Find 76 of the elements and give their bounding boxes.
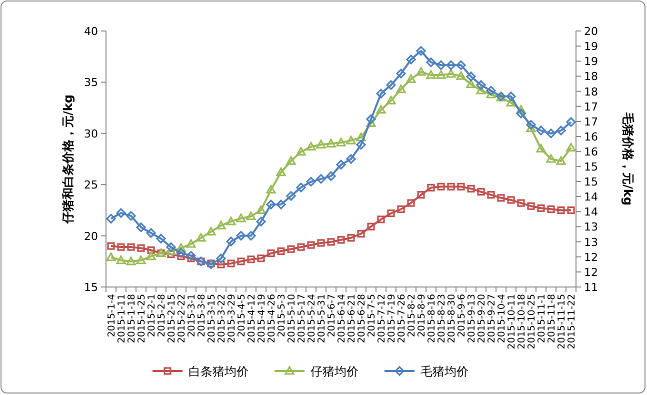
x-tick-label: 2015-4-5 xyxy=(236,294,248,338)
x-tick-label: 2015-10-18 xyxy=(516,294,528,350)
x-tick-label: 2015-4-12 xyxy=(246,294,258,344)
x-tick-label: 2015-3-8 xyxy=(196,294,208,338)
x-tick-label: 2015-3-15 xyxy=(206,294,218,344)
y2-tick-label: 16 xyxy=(584,146,598,159)
x-tick-label: 2015-2-15 xyxy=(166,294,178,344)
x-tick-label: 2015-8-30 xyxy=(446,294,458,344)
x-tick-label: 2015-5-10 xyxy=(286,294,298,344)
x-tick-label: 2015-7-12 xyxy=(376,294,388,344)
y2-tick-label: 15 xyxy=(584,175,598,188)
x-tick-label: 2015-5-31 xyxy=(316,294,328,344)
x-tick-label: 2015-3-1 xyxy=(186,294,198,338)
y-axis-title: 仔猪和白条价格，元/kg xyxy=(61,94,75,224)
legend-label: 白条猪均价 xyxy=(188,364,248,378)
x-tick-label: 2015-8-9 xyxy=(416,294,428,338)
x-tick-label: 2015-5-3 xyxy=(276,294,288,338)
y-tick-label: 25 xyxy=(84,178,98,192)
y2-tick-label: 19 xyxy=(584,40,598,54)
x-tick-label: 2015-1-18 xyxy=(126,294,138,344)
y2-tick-label: 17 xyxy=(584,115,598,128)
x-tick-label: 2015-2-22 xyxy=(176,294,188,344)
x-tick-label: 2015-9-20 xyxy=(476,294,488,344)
y2-tick-label: 17 xyxy=(584,100,598,114)
y-tick-label: 15 xyxy=(84,281,98,294)
y-tick-label: 40 xyxy=(84,25,98,38)
y2-tick-label: 18 xyxy=(584,70,598,84)
y2-tick-label: 14 xyxy=(584,206,598,219)
x-tick-label: 2015-11-8 xyxy=(546,294,558,344)
x-tick-label: 2015-6-7 xyxy=(326,294,338,338)
x-tick-label: 2015-1-25 xyxy=(136,294,148,344)
x-tick-label: 2015-2-8 xyxy=(156,294,168,338)
x-tick-label: 2015-7-5 xyxy=(366,294,378,338)
y2-tick-label: 16 xyxy=(584,130,598,144)
x-tick-label: 2015-1-11 xyxy=(116,294,128,344)
x-tick-label: 2015-11-1 xyxy=(536,294,548,344)
y2-tick-label: 12 xyxy=(584,266,598,279)
x-tick-label: 2015-3-29 xyxy=(226,294,238,344)
x-tick-label: 2015-6-28 xyxy=(356,294,368,344)
x-tick-label: 2015-11-15 xyxy=(556,294,568,350)
x-tick-label: 2015-11-22 xyxy=(566,294,578,350)
y2-tick-label: 20 xyxy=(584,25,598,38)
x-tick-label: 2015-6-14 xyxy=(336,294,348,344)
x-tick-label: 2015-6-21 xyxy=(346,294,358,344)
y2-tick-label: 19 xyxy=(584,55,598,68)
legend-label: 毛猪均价 xyxy=(420,364,468,378)
y2-tick-label: 14 xyxy=(584,190,598,204)
x-tick-label: 2015-4-19 xyxy=(256,294,268,344)
x-tick-label: 2015-7-19 xyxy=(386,294,398,344)
y2-tick-label: 12 xyxy=(584,250,598,264)
y2-tick-label: 13 xyxy=(584,236,598,249)
x-tick-label: 2015-2-1 xyxy=(146,294,158,338)
x-tick-label: 2015-4-26 xyxy=(266,294,278,344)
x-tick-label: 2015-9-6 xyxy=(456,294,468,338)
x-tick-label: 2015-8-16 xyxy=(426,294,438,344)
x-tick-label: 2015-9-27 xyxy=(486,294,498,344)
x-tick-label: 2015-1-4 xyxy=(106,294,118,338)
y2-tick-label: 11 xyxy=(584,281,598,294)
y-tick-label: 20 xyxy=(84,230,98,243)
x-tick-label: 2015-10-11 xyxy=(506,294,518,350)
y2-tick-label: 13 xyxy=(584,220,598,234)
y2-axis-title: 毛猪价格，元/kg xyxy=(621,112,635,206)
x-tick-label: 2015-3-22 xyxy=(216,294,228,344)
y-tick-label: 35 xyxy=(84,76,98,90)
x-tick-label: 2015-9-13 xyxy=(466,294,478,344)
y-tick-label: 30 xyxy=(84,127,98,140)
x-tick-label: 2015-5-24 xyxy=(306,294,318,344)
y2-tick-label: 15 xyxy=(584,160,598,174)
x-tick-label: 2015-8-2 xyxy=(406,294,418,338)
y2-tick-label: 18 xyxy=(584,85,598,98)
x-tick-label: 2015-10-4 xyxy=(496,294,508,344)
legend-label: 仔猪均价 xyxy=(310,364,358,378)
x-tick-label: 2015-7-26 xyxy=(396,294,408,344)
x-tick-label: 2015-5-17 xyxy=(296,294,308,344)
x-tick-label: 2015-8-23 xyxy=(436,294,448,344)
x-tick-label: 2015-10-25 xyxy=(526,294,538,350)
